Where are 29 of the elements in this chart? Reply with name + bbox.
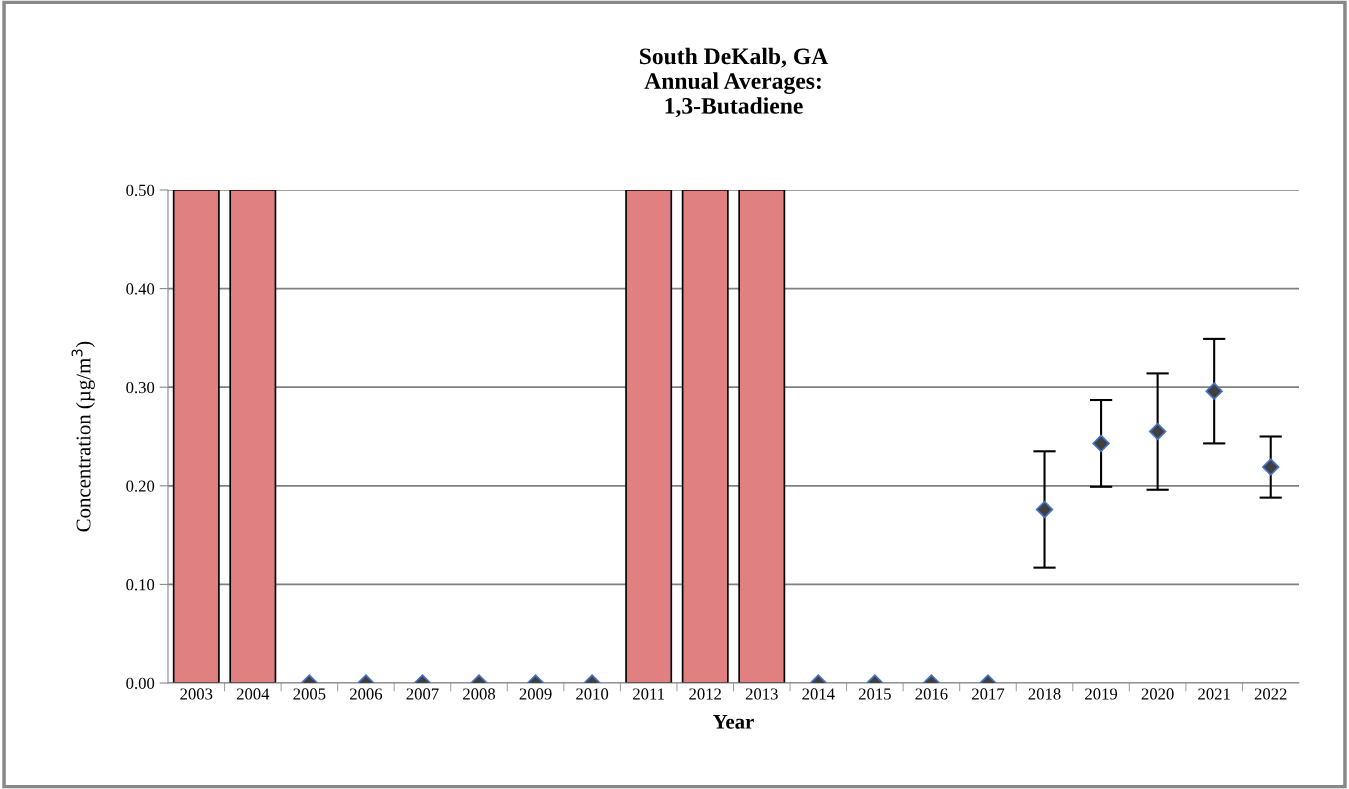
- x-tick-label: 2008: [463, 688, 496, 700]
- chart-title: South DeKalb, GA Annual Averages: 1,3-Butadiene: [639, 47, 829, 118]
- x-tick-label: 2018: [1028, 688, 1061, 700]
- x-tick-label: 2011: [633, 688, 665, 700]
- y-tick-label: 0.30: [126, 381, 155, 394]
- y-tick-label: 0.40: [126, 283, 155, 295]
- x-tick-label: 2009: [519, 688, 552, 700]
- x-tick-label: 2007: [406, 688, 439, 700]
- y-tick-label: 0.20: [126, 480, 155, 492]
- x-tick-label: 2014: [802, 688, 835, 700]
- x-tick-label: 2019: [1085, 688, 1118, 700]
- y-tick-label: 0.10: [126, 579, 155, 591]
- x-tick-label: 2013: [745, 688, 778, 700]
- x-tick-label: 2020: [1141, 688, 1174, 700]
- x-tick-label: 2015: [858, 688, 891, 700]
- y-axis-title: Concentration (µg/m$^{3}$): [71, 341, 95, 532]
- y-tick-label: 0.00: [126, 677, 155, 690]
- x-tick-label: 2017: [972, 688, 1005, 700]
- x-tick-label: 2006: [349, 688, 383, 700]
- x-tick-label: 2003: [180, 688, 213, 700]
- y-tick-label: 0.50: [126, 184, 155, 197]
- x-tick-label: 2012: [689, 688, 721, 700]
- x-tick-label: 2010: [576, 688, 609, 700]
- x-tick-label: 2005: [293, 688, 326, 700]
- x-axis-title: Year: [713, 714, 754, 729]
- x-tick-label: 2016: [915, 688, 948, 700]
- x-tick-label: 2004: [236, 688, 270, 700]
- x-tick-label: 2022: [1254, 688, 1287, 700]
- x-tick-label: 2021: [1198, 688, 1230, 700]
